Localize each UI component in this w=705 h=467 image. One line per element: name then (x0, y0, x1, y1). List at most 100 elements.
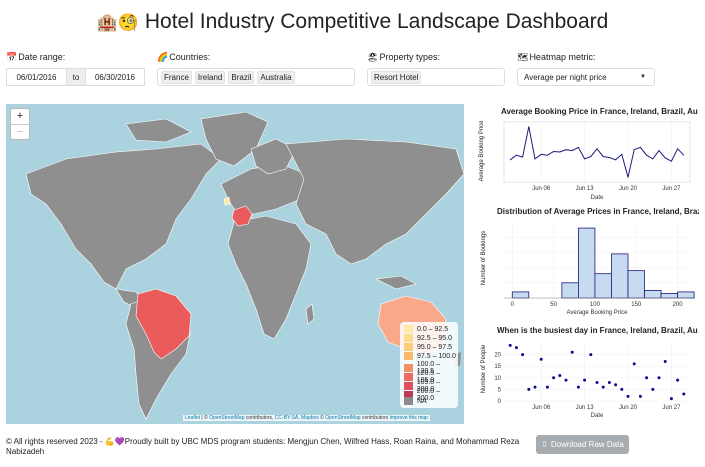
scatter-point (514, 346, 518, 350)
europe-land (220, 163, 307, 215)
y-tick-label: 15 (494, 364, 501, 370)
data-point (534, 158, 536, 160)
calendar-icon: 📅 (6, 52, 18, 62)
beach-icon: 🏖 (367, 52, 379, 62)
countries-multiselect[interactable]: France Ireland Brazil Australia (157, 68, 355, 86)
scatter-point (576, 385, 580, 389)
improve-map-link[interactable]: Improve this map (389, 415, 428, 421)
scatter-point (521, 353, 525, 357)
x-tick-label: 200 (673, 302, 684, 308)
download-raw-data-button[interactable]: ⇩ Download Raw Data (536, 435, 629, 454)
africa-land (227, 215, 312, 340)
madagascar-land (305, 303, 315, 325)
scatter-point (552, 376, 556, 380)
data-point (596, 148, 598, 150)
legend-label: 105.0 – 200.0 (416, 379, 441, 393)
data-point (602, 156, 604, 158)
scatter-point (558, 373, 562, 377)
data-point (646, 154, 647, 156)
osm-link-2[interactable]: OpenStreetMap (325, 415, 361, 421)
world-map[interactable] (6, 104, 464, 424)
data-point (671, 160, 672, 162)
country-chip[interactable]: France (161, 70, 192, 84)
country-chip[interactable]: Australia (257, 70, 295, 84)
data-point (565, 149, 567, 151)
scatter-point (651, 387, 655, 391)
data-point (615, 159, 616, 161)
brazil-region (135, 288, 192, 360)
leaflet-link[interactable]: Leaflet (185, 415, 201, 421)
metric-value: Average per night price (524, 72, 607, 82)
zoom-out-button[interactable]: − (16, 126, 24, 138)
histogram-bar (611, 253, 629, 299)
legend-swatch (404, 382, 413, 390)
histogram-bar (594, 273, 612, 299)
scatter-point (539, 357, 543, 361)
country-chip[interactable]: Ireland (194, 70, 226, 84)
line-chart: Jun 06 Jun 13 Jun 20 Jun 27 Date (503, 121, 691, 201)
x-tick-label: Jun 27 (662, 405, 681, 411)
x-tick-label: Jun 27 (662, 186, 681, 192)
y-tick-label: 5 (498, 387, 502, 393)
data-point (664, 157, 666, 159)
data-point (590, 156, 592, 158)
map-legend: 0.0 – 92.5 92.5 – 95.0 95.0 – 97.5 97.5 – 1… (400, 322, 458, 408)
date-end-input[interactable]: 06/30/2016 (85, 68, 145, 86)
zoom-in-button[interactable]: + (11, 109, 29, 125)
plot-frame (503, 121, 691, 183)
data-point (677, 148, 678, 150)
histogram-bar (627, 270, 645, 299)
property-chip[interactable]: Resort Hotel (371, 70, 422, 84)
data-point (609, 157, 610, 158)
data-point (509, 159, 511, 161)
scatter-point (595, 380, 599, 384)
france-region (231, 205, 253, 227)
data-point (578, 146, 579, 148)
date-to-addon: to (67, 68, 85, 86)
map-icon: 🗺 (517, 52, 529, 62)
data-point (627, 176, 629, 178)
legend-item: 97.5 – 100.0 (404, 352, 456, 360)
y-tick-label: 0 (498, 399, 502, 405)
osm-link[interactable]: OpenStreetMap (209, 415, 245, 421)
download-icon: ⇩ (541, 440, 548, 449)
data-point (652, 158, 654, 160)
zoom-control: + − (10, 108, 30, 140)
histogram-bar (677, 291, 695, 299)
country-chip[interactable]: Brazil (228, 70, 255, 84)
ccbysa-link[interactable]: CC-BY-SA (274, 415, 299, 421)
legend-item: 0.0 – 92.5 (404, 325, 448, 333)
line-chart-ylabel: Average Booking Price (479, 120, 485, 182)
legend-item: 200.0 – 300.0 (404, 388, 458, 402)
data-point (640, 146, 641, 148)
indonesia-land (374, 275, 417, 290)
date-start-input[interactable]: 06/01/2016 (6, 68, 67, 86)
scatter-point (614, 383, 618, 387)
mapbox-link[interactable]: Mapbox (301, 415, 319, 421)
x-tick-label: Jun 13 (576, 405, 595, 411)
rainbow-icon: 🌈 (157, 52, 169, 62)
property-types-select[interactable]: Resort Hotel (367, 68, 505, 86)
scatter-point (508, 343, 512, 347)
legend-item: 105.0 – 200.0 (404, 379, 458, 393)
page-title: 🏨🧐 Hotel Industry Competitive Landscape … (0, 10, 705, 34)
histogram-bar (578, 227, 596, 299)
legend-swatch (404, 373, 413, 381)
asia-land (285, 138, 464, 265)
histogram-bar (511, 291, 530, 299)
data-point (547, 154, 548, 156)
legend-label: 97.5 – 100.0 (417, 352, 456, 360)
scatter-ylabel: Number of People (481, 344, 487, 394)
heatmap-metric-dropdown[interactable]: Average per night price ▼ (517, 68, 655, 86)
data-point (540, 153, 542, 155)
legend-label: 100.0 – 120.5 (416, 361, 441, 375)
hotel-emoji-icon: 🏨 (96, 13, 118, 32)
histogram-ylabel: Number of Bookings (481, 230, 487, 286)
x-tick-label: Jun 06 (532, 186, 551, 192)
legend-swatch (404, 352, 413, 360)
legend-label: 0.0 – 92.5 (417, 325, 449, 333)
title-text: Hotel Industry Competitive Landscape Das… (144, 10, 609, 33)
scatter-title: When is the busiest day in France, Irela… (497, 326, 698, 335)
scatter-point (645, 376, 649, 380)
ireland-region (223, 196, 231, 206)
